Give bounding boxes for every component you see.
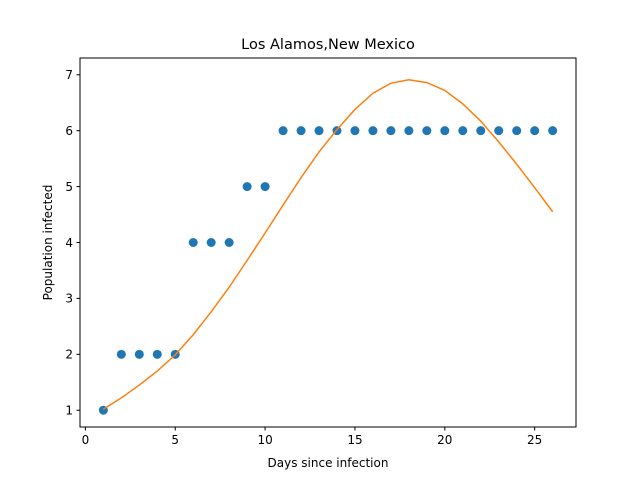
data-point [260, 182, 270, 192]
data-point [548, 126, 558, 136]
x-tick-label: 10 [257, 433, 272, 447]
data-point [206, 238, 216, 247]
data-point [530, 126, 540, 136]
data-point [296, 126, 306, 136]
y-tick-label: 2 [65, 348, 73, 362]
y-axis: 1 2 3 4 5 6 7 [65, 68, 80, 418]
y-tick-label: 1 [65, 404, 73, 418]
data-point [422, 126, 432, 136]
data-point [494, 126, 504, 136]
data-point [458, 126, 468, 136]
y-tick-label: 4 [65, 236, 73, 250]
x-tick-label: 5 [171, 433, 179, 447]
y-tick-label: 5 [65, 180, 73, 194]
data-point [440, 126, 450, 136]
data-point [278, 126, 288, 136]
chart-title: Los Alamos,New Mexico [241, 37, 415, 53]
y-axis-label: Population infected [41, 185, 55, 301]
y-tick-label: 3 [65, 292, 73, 306]
data-point [476, 126, 486, 136]
data-point [188, 238, 198, 247]
data-point [386, 126, 396, 136]
data-point [152, 349, 162, 359]
y-tick-label: 7 [65, 68, 73, 82]
y-tick-label: 6 [65, 124, 73, 138]
x-tick-label: 0 [82, 433, 90, 447]
fit-line [102, 79, 554, 410]
data-point [368, 126, 378, 136]
data-point [224, 238, 234, 247]
data-point [314, 126, 324, 136]
x-axis-label: Days since infection [268, 456, 389, 470]
x-axis: 0 5 10 15 20 25 [82, 427, 542, 447]
data-point [134, 349, 144, 359]
x-tick-label: 15 [347, 433, 362, 447]
data-point [116, 349, 126, 359]
data-point [512, 126, 522, 136]
x-tick-label: 20 [437, 433, 452, 447]
plot-frame [79, 57, 577, 428]
data-point [404, 126, 414, 136]
data-point [350, 126, 360, 136]
plot-area [98, 79, 558, 415]
x-tick-label: 25 [527, 433, 542, 447]
data-point [242, 182, 252, 192]
